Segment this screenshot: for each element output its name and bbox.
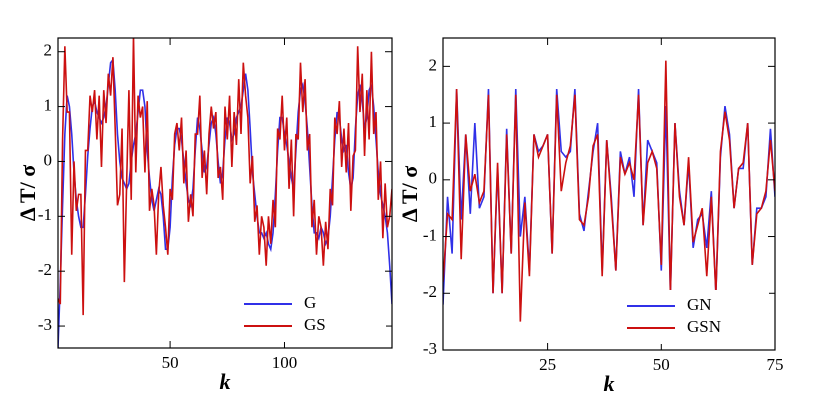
panel: -3 -2 -1 0 1 2 25 50 75 k Δ T/ σ GN GSN [397,37,784,396]
y-tick-label: 0 [44,150,53,169]
legend-label: GN [687,295,712,314]
y-tick-label: -3 [423,339,437,358]
data-line [443,60,775,322]
y-tick-label: -2 [38,260,52,279]
y-tick-label: 0 [429,169,438,188]
legend: GN GSN [619,290,769,344]
y-tick-label: -3 [38,315,52,334]
x-axis-label: k [604,371,615,396]
y-tick-label: 2 [429,55,438,74]
plot-frame [57,37,393,349]
x-axis-label: k [220,369,231,394]
legend-box [619,290,769,344]
x-tick-label: 50 [653,355,670,374]
x-tick-label: 25 [539,355,556,374]
legend-label: G [304,293,316,312]
x-tick-label: 100 [272,353,298,372]
y-tick-label: 1 [44,95,53,114]
x-tick-label: 75 [767,355,784,374]
data-line [58,38,392,316]
plot-frame [442,37,776,351]
legend-label: GS [304,315,326,334]
legend-label: GSN [687,317,721,336]
y-axis-label: Δ T/ σ [397,166,422,222]
y-tick-label: 1 [429,112,438,131]
x-tick-label: 50 [162,353,179,372]
y-axis-label: Δ T/ σ [15,165,40,221]
y-tick-label: -2 [423,282,437,301]
legend: G GS [236,288,386,342]
y-tick-label: -1 [423,225,437,244]
panel: -3 -2 -1 0 1 2 50 100 k Δ T/ σ G GS [15,37,393,394]
y-tick-label: 2 [44,41,53,60]
legend-box [236,288,386,342]
y-tick-label: -1 [38,205,52,224]
